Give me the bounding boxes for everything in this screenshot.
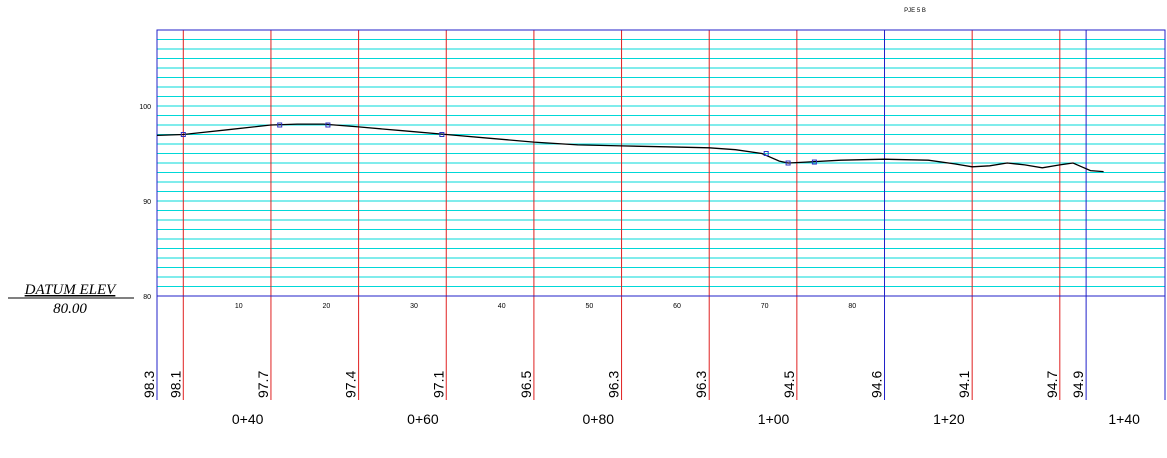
vertex-marker	[439, 132, 445, 137]
datum-block: DATUM ELEV 80.00	[8, 282, 134, 317]
vertex-marker	[180, 132, 186, 137]
elevation-reading: 96.3	[606, 371, 622, 398]
elevation-reading: 98.1	[167, 371, 183, 398]
station-label: 0+60	[407, 411, 439, 427]
datum-value: 80.00	[53, 301, 87, 317]
elevation-reading: 96.5	[518, 371, 534, 398]
elevation-reading: 94.1	[956, 371, 972, 398]
elevation-reading: 94.9	[1070, 371, 1086, 398]
offset-tick-labels: 10 20 30 40 50 60 70 80	[235, 303, 856, 310]
station-labels: 0+40 0+60 0+80 1+00 1+20 1+40	[232, 411, 1140, 427]
header-label: PJE 5 B	[904, 8, 926, 14]
plot-border	[156, 29, 1166, 297]
offset-tick-label: 60	[673, 303, 681, 310]
offset-tick-label: 30	[410, 303, 418, 310]
elevation-reading: 94.6	[869, 371, 885, 398]
station-label: 0+80	[582, 411, 614, 427]
vertex-marker	[811, 159, 817, 165]
station-label: 0+40	[232, 411, 264, 427]
offset-tick-label: 80	[848, 303, 856, 310]
elevation-reading: 97.1	[430, 371, 446, 398]
ground-line	[156, 123, 1104, 173]
offset-tick-label: 50	[585, 303, 593, 310]
elevation-tick-labels: 80 90 100	[139, 104, 151, 301]
elevation-grid	[157, 39, 1165, 287]
elevation-tick-label: 100	[139, 104, 151, 111]
vertex-marker	[325, 122, 331, 128]
station-label: 1+40	[1108, 411, 1140, 427]
elevation-tick-label: 80	[143, 294, 151, 301]
elevation-reading: 97.7	[255, 371, 271, 398]
elevation-reading: 94.5	[781, 371, 797, 398]
elevation-reading: 94.7	[1044, 371, 1060, 398]
profile-vertices	[180, 122, 817, 166]
vertex-marker	[763, 151, 769, 156]
elevation-readings: 98.3 98.1 97.7 97.4 97.1 96.5 96.3 96.3 94.5 94.6…	[141, 371, 1086, 398]
offset-tick-label: 40	[498, 303, 506, 310]
offset-tick-label: 70	[761, 303, 769, 310]
ground-profile	[156, 123, 1104, 173]
elevation-tick-label: 90	[143, 199, 151, 206]
elevation-reading: 97.4	[343, 371, 359, 398]
station-label: 1+20	[933, 411, 965, 427]
vertex-marker	[785, 160, 791, 166]
elevation-reading: 98.3	[141, 371, 157, 398]
vertex-marker	[277, 122, 283, 128]
elevation-reading: 96.3	[693, 371, 709, 398]
offset-tick-label: 20	[323, 303, 331, 310]
station-label: 1+00	[758, 411, 790, 427]
datum-label: DATUM ELEV	[24, 282, 118, 298]
profile-frame	[156, 29, 1166, 400]
offset-tick-label: 10	[235, 303, 243, 310]
